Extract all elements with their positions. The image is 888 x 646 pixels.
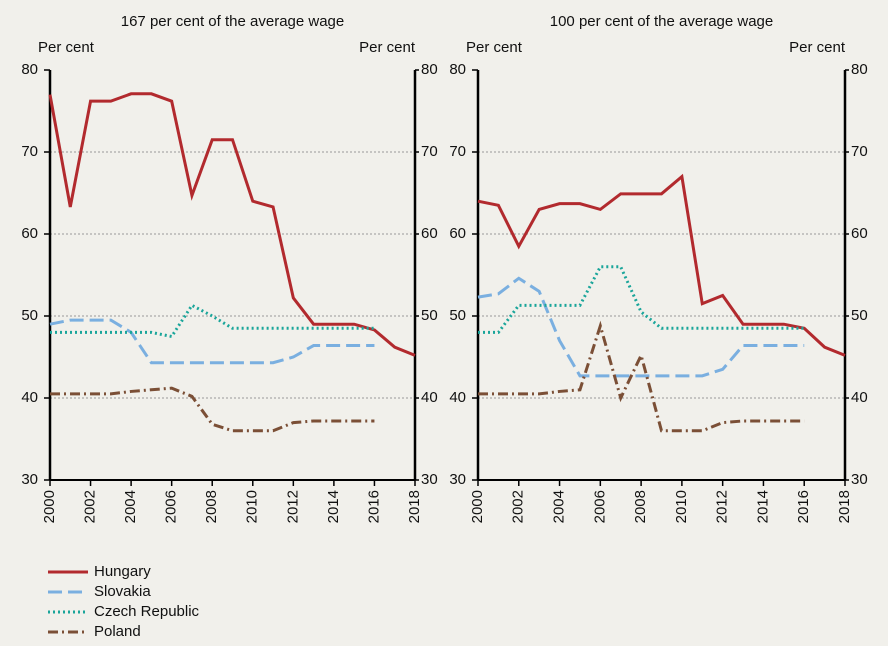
series-line: Hungary (48, 92, 416, 357)
y2-tick-label: 30 (421, 471, 438, 488)
legend-label: Czech Republic (94, 603, 200, 620)
series-line: Slovakia (477, 276, 805, 378)
y-axis-label: Per cent (38, 39, 95, 56)
y2-tick-label: 80 (421, 61, 438, 78)
legend-label: Slovakia (94, 583, 151, 600)
y-tick-label: 80 (449, 61, 466, 78)
x-tick-label: 2010 (673, 490, 690, 523)
x-tick-label: 2014 (325, 490, 342, 523)
y2-tick-label: 50 (421, 307, 438, 324)
y2-tick-label: 70 (851, 143, 868, 160)
x-tick-label: 2014 (754, 490, 771, 523)
y-tick-label: 30 (449, 471, 466, 488)
x-tick-label: 2012 (714, 490, 731, 523)
y2-tick-label: 80 (851, 61, 868, 78)
y-axis-label: Per cent (466, 39, 523, 56)
x-tick-label: 2002 (82, 490, 99, 523)
y-tick-label: 40 (21, 389, 38, 406)
y-tick-label: 30 (21, 471, 38, 488)
y2-tick-label: 40 (421, 389, 438, 406)
y-tick-label: 70 (21, 143, 38, 160)
series-line: Poland (478, 320, 805, 433)
x-tick-label: 2004 (551, 490, 568, 523)
y2-tick-label: 70 (421, 143, 438, 160)
y2-axis-label: Per cent (789, 39, 846, 56)
x-tick-label: 2004 (122, 490, 139, 523)
legend-label: Poland (94, 623, 141, 640)
y-tick-label: 50 (449, 307, 466, 324)
series-line: Czech Republic (478, 265, 805, 334)
series-line: Slovakia (49, 318, 375, 365)
y2-tick-label: 40 (851, 389, 868, 406)
x-tick-label: 2012 (284, 490, 301, 523)
x-tick-label: 2010 (244, 490, 261, 523)
y2-tick-label: 50 (851, 307, 868, 324)
y2-axis-label: Per cent (359, 39, 416, 56)
x-tick-label: 2006 (591, 490, 608, 523)
legend-label: Hungary (94, 563, 151, 580)
x-tick-label: 2008 (632, 490, 649, 523)
y-tick-label: 40 (449, 389, 466, 406)
y2-tick-label: 60 (421, 225, 438, 242)
panel-title: 100 per cent of the average wage (550, 13, 774, 30)
x-tick-label: 2006 (163, 490, 180, 523)
x-tick-label: 2000 (469, 490, 486, 523)
x-tick-label: 2018 (406, 490, 423, 523)
y-tick-label: 60 (21, 225, 38, 242)
x-tick-label: 2016 (365, 490, 382, 523)
x-tick-label: 2002 (510, 490, 527, 523)
y-tick-label: 50 (21, 307, 38, 324)
x-tick-label: 2016 (795, 490, 812, 523)
series-line: Hungary (477, 173, 846, 357)
series-line: Poland (50, 386, 375, 433)
x-tick-label: 2000 (41, 490, 58, 523)
x-tick-label: 2008 (203, 490, 220, 523)
y-tick-label: 60 (449, 225, 466, 242)
panel-title: 167 per cent of the average wage (121, 13, 345, 30)
y2-tick-label: 30 (851, 471, 868, 488)
y-tick-label: 80 (21, 61, 38, 78)
y-tick-label: 70 (449, 143, 466, 160)
x-tick-label: 2018 (836, 490, 853, 523)
y2-tick-label: 60 (851, 225, 868, 242)
